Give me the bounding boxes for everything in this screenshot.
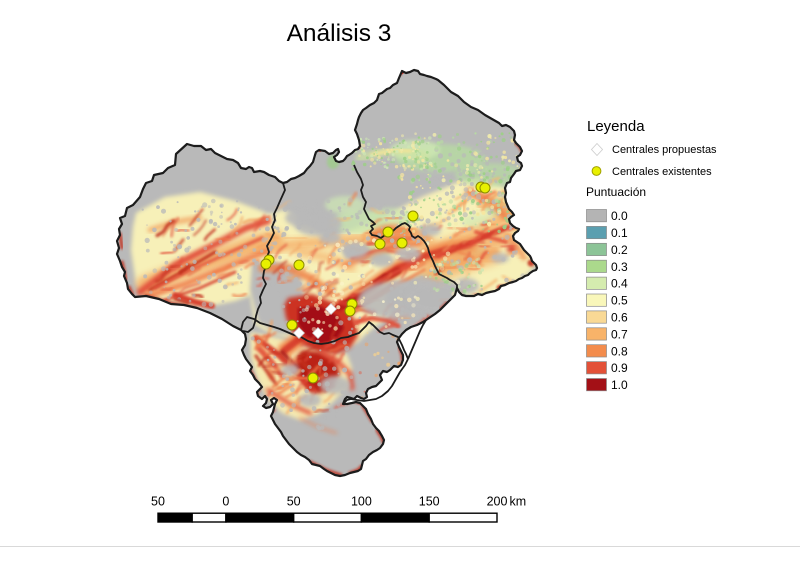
- svg-text:0: 0: [222, 495, 229, 509]
- svg-text:0.8: 0.8: [611, 344, 628, 358]
- svg-text:0.7: 0.7: [611, 327, 628, 341]
- svg-text:Centrales propuestas: Centrales propuestas: [612, 144, 717, 156]
- svg-text:0.4: 0.4: [611, 277, 628, 291]
- svg-text:0.9: 0.9: [611, 361, 628, 375]
- svg-text:50: 50: [151, 495, 165, 509]
- svg-text:Leyenda: Leyenda: [587, 118, 645, 135]
- svg-text:Puntuación: Puntuación: [586, 185, 646, 199]
- svg-text:200: 200: [487, 495, 508, 509]
- svg-text:0.0: 0.0: [611, 209, 628, 223]
- svg-text:100: 100: [351, 495, 372, 509]
- svg-text:0.1: 0.1: [611, 226, 628, 240]
- svg-text:0.2: 0.2: [611, 243, 628, 257]
- svg-text:Centrales existentes: Centrales existentes: [612, 166, 712, 178]
- svg-text:150: 150: [419, 495, 440, 509]
- svg-text:1.0: 1.0: [611, 378, 628, 392]
- svg-text:0.3: 0.3: [611, 260, 628, 274]
- svg-text:0.5: 0.5: [611, 294, 628, 308]
- svg-text:0.6: 0.6: [611, 311, 628, 325]
- svg-text:50: 50: [287, 495, 301, 509]
- svg-text:Análisis 3: Análisis 3: [287, 20, 392, 47]
- svg-text:km: km: [510, 495, 527, 509]
